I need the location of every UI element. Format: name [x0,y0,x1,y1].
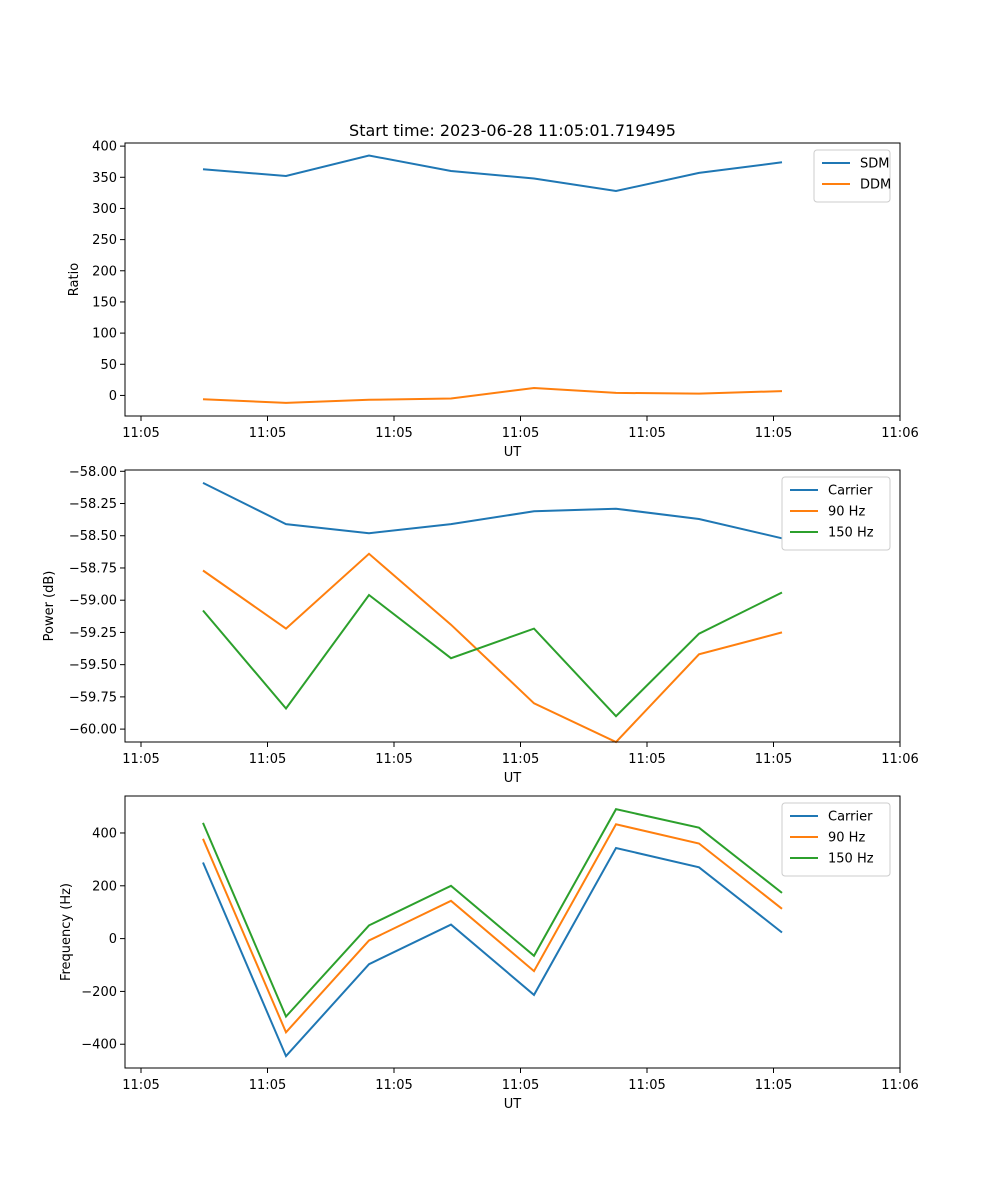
legend-label: 150 Hz [828,852,874,867]
y-tick-label: 150 [92,295,117,310]
x-tick-label: 11:05 [628,1078,665,1093]
legend-label: 90 Hz [828,505,865,520]
x-tick-label: 11:05 [249,752,286,767]
x-tick-label: 11:05 [755,1078,792,1093]
axes-frame [124,142,901,417]
y-tick-label: 50 [100,358,117,373]
y-tick-label: 400 [92,140,117,155]
x-tick-label: 11:05 [249,1078,286,1093]
x-tick-label: 11:06 [881,426,918,441]
legend: Carrier 90 Hz 150 Hz [781,476,891,551]
series-line-90-hz [202,552,783,744]
x-tick-label: 11:05 [502,426,539,441]
y-axis-label: Ratio [67,263,82,296]
y-tick-label: 200 [92,879,117,894]
x-tick-label: 11:06 [881,1078,918,1093]
y-tick-label: −400 [81,1038,117,1053]
y-tick-label: 0 [109,389,117,404]
x-tick-label: 11:05 [122,426,159,441]
y-tick-label: −58.50 [69,529,117,544]
x-tick-label: 11:05 [122,1078,159,1093]
series-line-90-hz [202,823,783,1035]
y-tick-label: −59.25 [69,626,117,641]
y-tick-label: 300 [92,202,117,217]
x-tick-label: 11:05 [122,752,159,767]
series-line-150-hz [202,808,783,1019]
y-tick-label: −58.00 [69,465,117,480]
x-axis-label: UT [504,445,522,460]
y-tick-label: 350 [92,171,117,186]
legend-label: Carrier [828,484,873,499]
axes-frame [124,795,901,1069]
chart-panel-3: 11:05 11:05 11:05 11:05 11:05 11:05 11:06 UT −40… [59,795,919,1112]
chart-panel-1: 11:05 11:05 11:05 11:05 11:05 11:05 11:06 UT 0 50… [67,140,919,460]
x-axis-label: UT [504,1097,522,1112]
y-tick-label: −58.25 [69,497,117,512]
x-tick-label: 11:05 [249,426,286,441]
series-line-sdm [202,154,783,193]
x-tick-label: 11:05 [755,426,792,441]
y-tick-label: −60.00 [69,723,117,738]
axes-frame [124,469,901,743]
x-tick-label: 11:05 [755,752,792,767]
series-line-carrier [202,482,783,540]
x-tick-label: 11:05 [628,426,665,441]
y-tick-label: −200 [81,985,117,1000]
legend: Carrier 90 Hz 150 Hz [781,802,891,877]
y-tick-label: 400 [92,826,117,841]
series-line-ddm [202,386,783,404]
y-tick-label: −59.75 [69,690,117,705]
legend: SDM DDM [813,149,891,203]
x-tick-label: 11:06 [881,752,918,767]
y-tick-label: 100 [92,327,117,342]
legend-label: Carrier [828,810,873,825]
series-line-carrier [202,846,783,1058]
x-tick-label: 11:05 [375,426,412,441]
x-tick-label: 11:05 [628,752,665,767]
y-tick-label: 0 [109,932,117,947]
x-tick-label: 11:05 [375,752,412,767]
series-line-150-hz [202,591,783,718]
x-tick-label: 11:05 [502,752,539,767]
x-axis-label: UT [504,771,522,786]
figure-title: Start time: 2023-06-28 11:05:01.719495 [349,121,676,140]
legend-label: 150 Hz [828,526,874,541]
y-tick-label: −58.75 [69,561,117,576]
y-tick-label: 200 [92,264,117,279]
legend-label: SDM [860,157,889,172]
legend-label: DDM [860,178,891,193]
y-axis-label: Power (dB) [42,571,57,642]
x-tick-label: 11:05 [502,1078,539,1093]
legend-label: 90 Hz [828,831,865,846]
y-tick-label: 250 [92,233,117,248]
y-tick-label: −59.50 [69,658,117,673]
y-axis-label: Frequency (Hz) [59,883,74,981]
y-tick-label: −59.00 [69,594,117,609]
x-tick-label: 11:05 [375,1078,412,1093]
chart-panel-2: 11:05 11:05 11:05 11:05 11:05 11:05 11:06 UT −60… [42,465,919,786]
chart-panels: 11:05 11:05 11:05 11:05 11:05 11:05 11:06 UT 0 50… [42,140,919,1112]
